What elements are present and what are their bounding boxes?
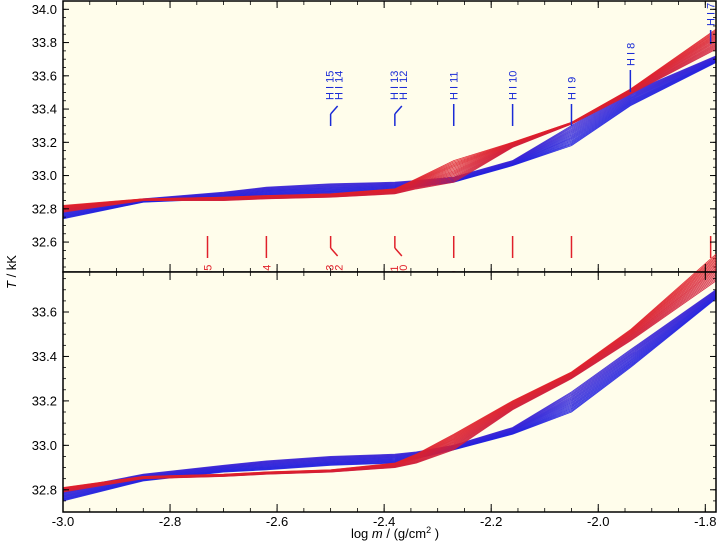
top-panel-background [63,1,716,272]
x-tick-label: -1.8 [694,514,716,529]
series-blue-18 [62,55,717,210]
annotation-label-blue: H I 11 [449,71,461,100]
annotation-tick [394,105,403,115]
annotation-tick [330,105,339,115]
top-series-group [62,28,717,220]
y-tick-label: 33.4 [32,349,57,364]
x-axis-label-unit: / (g/cm [383,526,426,541]
annotation-label-blue: H I 8 [625,43,637,66]
x-axis-label-close: ) [431,526,439,541]
y-tick-label: 32.8 [32,482,57,497]
annotation-label-blue: H I 14 [334,71,346,100]
y-tick-label: 33.6 [32,68,57,83]
x-axis-label-exponent: 2 [426,525,431,535]
bottom-series-group [62,253,717,502]
y-tick-label: 33.0 [32,168,57,183]
series-blue-18 [62,289,717,491]
y-tick-label: 32.8 [32,201,57,216]
y-tick-label: 32.6 [32,235,57,250]
x-axis-label-log: log [351,526,372,541]
series-red-18 [62,28,717,206]
series-red-18 [62,253,717,489]
x-tick-label: -3.0 [52,514,74,529]
x-tick-label: -2.4 [373,514,395,529]
y-tick-label: 33.0 [32,438,57,453]
y-tick-label: 33.8 [32,35,57,50]
annotation-tick [394,247,403,257]
x-tick-label: -2.8 [159,514,181,529]
y-tick-label: 33.6 [32,305,57,320]
y-axis-symbol: T [4,280,19,289]
x-axis-label: log m / (g/cm2 ) [351,525,439,541]
x-tick-label: -2.0 [587,514,609,529]
x-tick-label: -2.6 [266,514,288,529]
x-axis-ticks: -3.0 -2.8 -2.6 -2.4 -2.2 -2.0 -1.8 [52,1,716,529]
x-tick-label: -2.2 [480,514,502,529]
y-axis-unit: / kK [4,255,19,281]
bottom-y-ticks: 32.8 33.0 33.2 33.4 33.6 [32,278,716,513]
y-tick-label: 33.4 [32,102,57,117]
annotation-label-blue: H I 12 [398,71,410,100]
y-tick-label: 33.2 [32,135,57,150]
annotation-label-blue: H I 15 [325,71,337,100]
y-tick-label: 33.2 [32,393,57,408]
annotation-tick [330,247,339,257]
annotation-label-blue: H I 13 [389,71,401,100]
x-axis-label-symbol: m [372,526,383,541]
bottom-panel: 32.8 33.0 33.2 33.4 33.6 [32,253,717,513]
annotation-label-blue: H I 7 [706,3,718,26]
top-panel: H I 15H I 14 H I 13H I 12 H I 11 H I 10 H I … [32,0,718,294]
y-axis-label: T / kK [4,255,19,289]
annotation-label-blue: H I 10 [508,71,520,100]
bottom-panel-frame [62,271,717,513]
y-tick-label: 34.0 [32,2,57,17]
annotation-label-blue: H I 9 [566,77,578,100]
